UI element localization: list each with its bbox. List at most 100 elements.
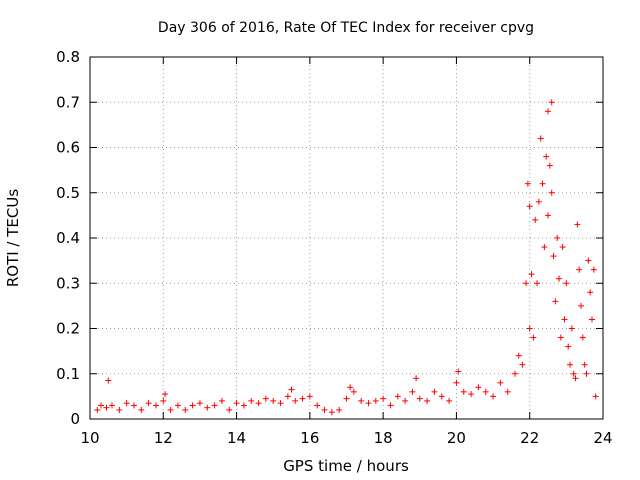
data-point — [475, 384, 482, 391]
data-point — [306, 393, 313, 400]
data-point — [350, 388, 357, 395]
data-point — [524, 180, 531, 187]
data-point — [380, 395, 387, 402]
x-tick-label: 22 — [520, 429, 539, 447]
y-tick-label: 0 — [70, 410, 80, 428]
data-point — [523, 280, 530, 287]
data-point — [583, 370, 590, 377]
data-point — [402, 397, 409, 404]
tick-layer: 10 12 14 16 18 20 22 24 0 0.1 0.2 0.3 0.4 0.5 0.6 0.7 0.… — [56, 48, 612, 447]
data-point — [328, 409, 335, 416]
x-tick-label: 20 — [447, 429, 466, 447]
data-point — [416, 395, 423, 402]
data-point — [94, 406, 101, 413]
data-point — [572, 375, 579, 382]
data-point — [546, 162, 553, 169]
data-point — [255, 400, 262, 407]
data-point — [182, 406, 189, 413]
data-point — [288, 386, 295, 393]
data-point — [504, 388, 511, 395]
data-point — [145, 400, 152, 407]
y-tick-label: 0.1 — [56, 365, 80, 383]
points-layer — [94, 99, 599, 416]
grid-layer — [90, 57, 603, 419]
data-point — [270, 397, 277, 404]
data-point — [453, 379, 460, 386]
data-point — [211, 402, 218, 409]
data-point — [561, 316, 568, 323]
y-tick-label: 0.4 — [56, 229, 80, 247]
data-point — [515, 352, 522, 359]
data-point — [581, 361, 588, 368]
y-tick-label: 0.6 — [56, 139, 80, 157]
data-point — [563, 280, 570, 287]
data-point — [519, 361, 526, 368]
data-point — [532, 216, 539, 223]
data-point — [138, 406, 145, 413]
data-point — [545, 212, 552, 219]
data-point — [372, 397, 379, 404]
data-point — [413, 375, 420, 382]
data-point — [570, 370, 577, 377]
data-point — [592, 393, 599, 400]
data-point — [189, 402, 196, 409]
y-tick-label: 0.7 — [56, 93, 80, 111]
data-point — [587, 289, 594, 296]
data-point — [262, 395, 269, 402]
y-tick-label: 0.5 — [56, 184, 80, 202]
data-point — [174, 402, 181, 409]
data-point — [394, 393, 401, 400]
data-point — [552, 298, 559, 305]
data-point — [218, 397, 225, 404]
data-point — [240, 402, 247, 409]
data-point — [358, 397, 365, 404]
data-point — [557, 334, 564, 341]
data-point — [578, 302, 585, 309]
data-point — [152, 402, 159, 409]
y-tick-label: 0.3 — [56, 274, 80, 292]
data-point — [347, 384, 354, 391]
data-point — [314, 402, 321, 409]
data-point — [534, 280, 541, 287]
x-tick-label: 18 — [374, 429, 393, 447]
data-point — [196, 400, 203, 407]
y-tick-label: 0.8 — [56, 48, 80, 66]
data-point — [130, 402, 137, 409]
data-point — [574, 221, 581, 228]
data-point — [568, 325, 575, 332]
data-point — [548, 99, 555, 106]
data-point — [248, 397, 255, 404]
data-point — [424, 397, 431, 404]
x-tick-label: 24 — [593, 429, 612, 447]
data-point — [579, 334, 586, 341]
data-point — [103, 404, 110, 411]
data-point — [554, 235, 561, 241]
data-point — [409, 388, 416, 395]
x-axis-label: GPS time / hours — [283, 457, 409, 475]
data-point — [530, 334, 537, 341]
y-tick-label: 0.2 — [56, 320, 80, 338]
data-point — [299, 395, 306, 402]
data-point — [545, 108, 552, 115]
data-point — [108, 402, 115, 409]
data-point — [446, 397, 453, 404]
data-point — [497, 379, 504, 386]
data-point — [460, 388, 467, 395]
data-point — [233, 400, 240, 407]
data-point — [343, 395, 350, 402]
chart-title: Day 306 of 2016, Rate Of TEC Index for r… — [158, 20, 534, 36]
x-tick-label: 16 — [300, 429, 319, 447]
data-point — [526, 325, 533, 332]
data-point — [565, 343, 572, 350]
data-point — [543, 153, 550, 160]
data-point — [468, 391, 475, 398]
data-point — [528, 271, 535, 278]
data-point — [123, 400, 130, 407]
data-point — [204, 404, 211, 411]
data-point — [576, 266, 583, 273]
data-point — [336, 406, 343, 413]
data-point — [537, 135, 544, 142]
data-point — [548, 189, 555, 196]
data-point — [556, 275, 563, 282]
